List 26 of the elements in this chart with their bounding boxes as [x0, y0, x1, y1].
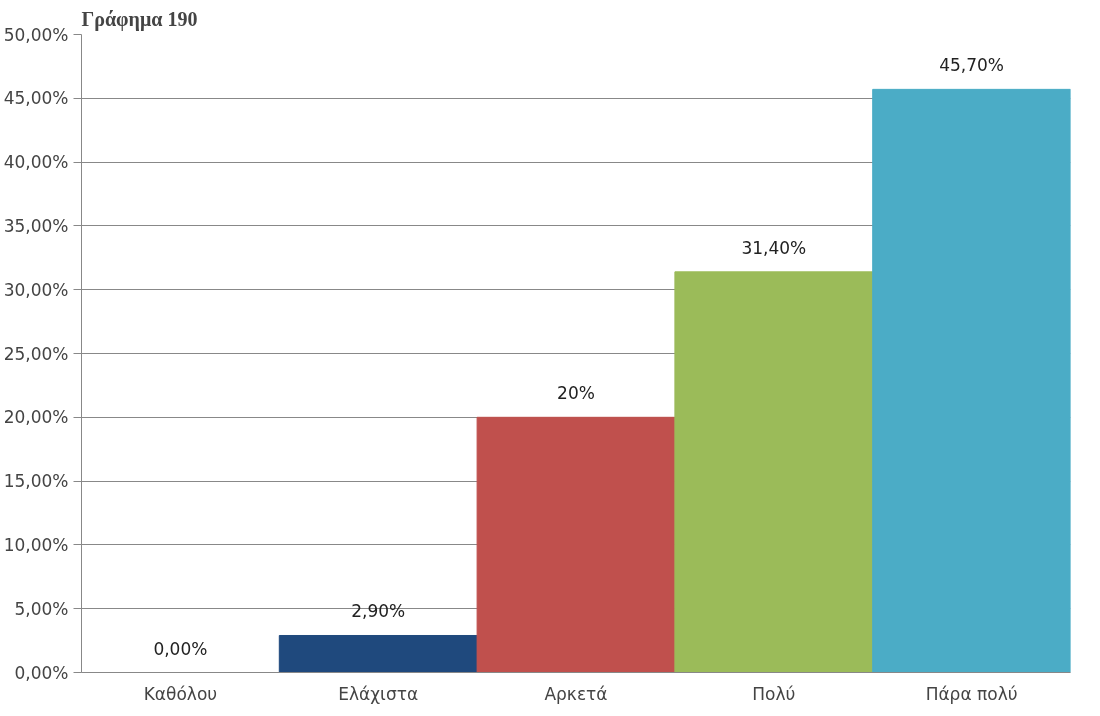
chart-title: Γράφημα 190	[81, 7, 198, 31]
y-tick-label: 0,00%	[14, 662, 69, 683]
y-tick-label: 5,00%	[14, 598, 69, 619]
x-tick-label: Καθόλου	[143, 683, 218, 704]
y-tick-label: 40,00%	[3, 152, 69, 173]
bar	[872, 88, 1071, 673]
y-tick-label: 35,00%	[3, 215, 69, 236]
y-tick-label: 10,00%	[3, 534, 69, 555]
y-tick-label: 15,00%	[3, 471, 69, 492]
data-label: 31,40%	[741, 237, 807, 258]
y-tick-label: 20,00%	[3, 407, 69, 428]
data-label: 20%	[557, 383, 595, 404]
bar	[674, 271, 874, 673]
x-tick-label: Πάρα πολύ	[925, 683, 1018, 704]
bar	[278, 635, 478, 673]
x-tick-label: Πολύ	[752, 683, 796, 704]
y-tick-label: 25,00%	[3, 343, 69, 364]
y-tick-label: 30,00%	[3, 279, 69, 300]
y-tick-label: 50,00%	[3, 24, 69, 45]
bar	[476, 416, 676, 673]
data-label: 0,00%	[153, 638, 208, 659]
x-tick-label: Αρκετά	[544, 683, 608, 704]
x-tick-label: Ελάχιστα	[338, 683, 419, 704]
y-tick-label: 45,00%	[3, 88, 69, 109]
data-label: 45,70%	[939, 55, 1005, 76]
data-label: 2,90%	[351, 601, 406, 622]
